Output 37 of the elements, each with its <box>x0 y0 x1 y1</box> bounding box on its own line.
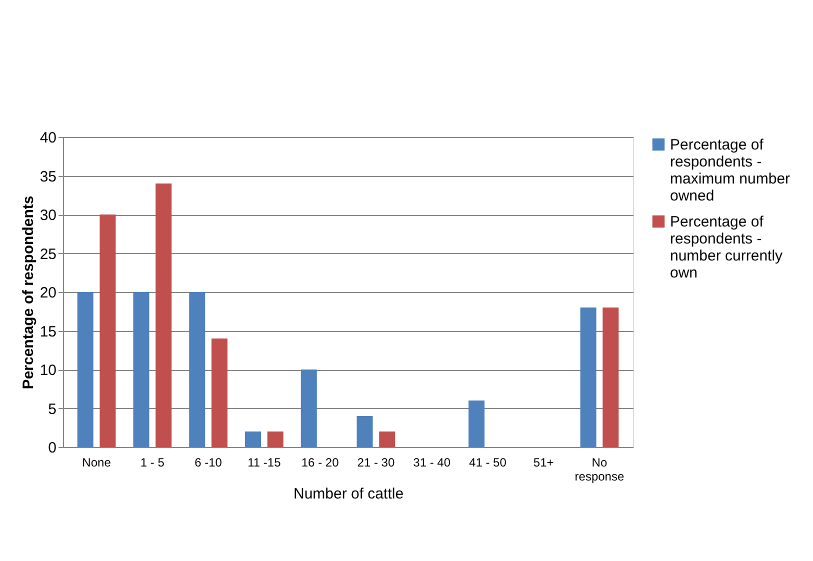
bar <box>77 292 94 447</box>
legend-label: Percentage of respondents - maximum number owned <box>670 136 790 204</box>
bar <box>100 214 116 447</box>
bar <box>300 370 317 447</box>
y-tick-label: 15 <box>40 323 56 340</box>
y-tick-label: 40 <box>40 130 56 146</box>
x-tick-label: None <box>82 456 112 470</box>
bar <box>245 432 261 447</box>
y-tick-label: 20 <box>40 284 56 302</box>
y-tick-label: 35 <box>40 168 56 186</box>
x-axis-title: Number of cattle <box>293 486 404 502</box>
bar <box>602 308 619 447</box>
bar <box>211 338 228 447</box>
x-tick-label: 41 - 50 <box>469 456 507 470</box>
bar <box>580 308 596 447</box>
x-tick-label: 6 -10 <box>194 456 222 470</box>
y-tick-label: 5 <box>48 400 56 418</box>
x-tick-label: 21 - 30 <box>357 456 395 470</box>
x-tick-label: 16 - 20 <box>301 456 340 470</box>
bar <box>189 292 206 447</box>
legend-label: Percentage of respondents - number currently own <box>670 214 784 282</box>
x-tick-label: 51+ <box>533 456 554 470</box>
bar <box>379 432 396 447</box>
x-tick-label: 31 - 40 <box>413 456 451 470</box>
bar <box>267 432 284 447</box>
y-tick-label: 10 <box>40 362 56 379</box>
y-axis-title: Percentage of respondents <box>20 196 37 390</box>
y-tick-label: 0 <box>48 440 56 456</box>
bar <box>468 400 485 447</box>
y-tick-label: 25 <box>40 246 56 263</box>
bar <box>156 184 172 447</box>
y-tick-label: 30 <box>40 207 56 224</box>
bar <box>356 416 373 447</box>
x-tick-label: No response <box>574 456 624 484</box>
bar <box>133 292 150 447</box>
x-tick-label: 1 - 5 <box>140 456 165 470</box>
x-tick-label: 11 -15 <box>248 456 282 470</box>
